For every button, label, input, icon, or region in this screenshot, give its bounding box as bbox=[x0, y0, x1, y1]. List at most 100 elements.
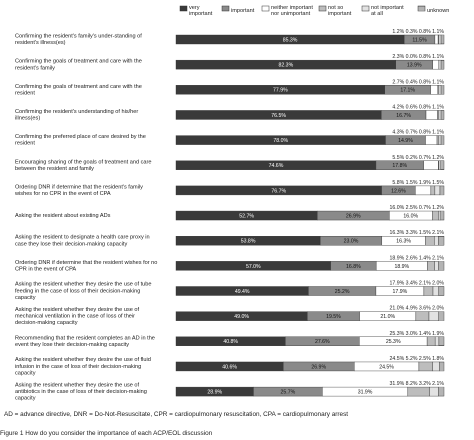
bar-segment bbox=[438, 235, 445, 246]
bar-segment bbox=[438, 261, 445, 271]
bar-segment bbox=[438, 311, 445, 321]
bar-segment bbox=[440, 34, 445, 45]
bar-segment bbox=[437, 110, 440, 120]
category-label: resident's family bbox=[15, 65, 55, 71]
category-label: CPR in the event of CPA bbox=[15, 266, 76, 272]
legend-label-4: not important bbox=[371, 5, 404, 11]
bar-segment bbox=[438, 286, 445, 296]
bar-value-label: 23.0% bbox=[344, 239, 359, 245]
bar-value-label: 18.9% bbox=[394, 264, 409, 270]
bar-value-label: 16.7% bbox=[396, 113, 411, 119]
category-label: wishes for no CPR in the event of CPA bbox=[14, 191, 111, 197]
figure-caption: Figure 1 How do you consider the importa… bbox=[0, 430, 213, 437]
category-label: Confirming the goals of treatment and ca… bbox=[15, 59, 142, 65]
legend-label-4: at all bbox=[371, 11, 383, 17]
category-label: Asking the resident whether they desire … bbox=[15, 357, 151, 363]
category-label: case they lose their decision-making cap… bbox=[15, 241, 127, 247]
legend-swatch-1 bbox=[221, 5, 230, 12]
chart-footnote: AD = advance directive, DNR = Do-Not-Res… bbox=[4, 411, 349, 418]
category-label: capacity bbox=[15, 396, 36, 402]
category-label: illness(es) bbox=[15, 116, 40, 122]
category-label: Confirming the preferred place of care d… bbox=[15, 134, 146, 140]
bar-value-label: 77.9% bbox=[273, 88, 288, 94]
bar-segment bbox=[425, 110, 438, 120]
bar-segment bbox=[415, 311, 430, 321]
minor-values-label: 31.9% 8.2% 3.2% 2.1% bbox=[389, 381, 444, 387]
bar-segment bbox=[434, 261, 439, 271]
bar-value-label: 21.0% bbox=[380, 314, 395, 320]
bar-segment bbox=[418, 361, 433, 372]
bar-segment bbox=[432, 59, 440, 70]
bar-value-label: 13.9% bbox=[407, 63, 422, 69]
bar-segment bbox=[440, 110, 445, 120]
bar-value-label: 76.5% bbox=[271, 113, 286, 119]
bar-segment bbox=[438, 59, 442, 70]
category-label: capacity bbox=[15, 370, 36, 376]
minor-values-label: 18.9% 2.6% 1.4% 2.1% bbox=[389, 255, 444, 261]
bar-segment bbox=[438, 210, 441, 221]
legend-swatch-5 bbox=[417, 5, 426, 12]
bar-segment bbox=[434, 34, 439, 45]
bar-segment bbox=[434, 185, 441, 196]
bar-value-label: 17.9% bbox=[393, 289, 408, 295]
category-label: Asking the resident about existing ADs bbox=[15, 213, 111, 219]
bar-value-label: 82.3% bbox=[278, 63, 293, 69]
category-label: Confirming the resident's understanding … bbox=[15, 109, 138, 115]
category-label: between the resident and family bbox=[15, 166, 94, 172]
bar-value-label: 17.1% bbox=[400, 88, 415, 94]
category-label: antibiotics in the case of loss of their… bbox=[15, 389, 147, 395]
bar-value-label: 24.5% bbox=[379, 364, 394, 370]
bar-segment bbox=[438, 110, 442, 120]
bar-segment bbox=[438, 34, 442, 45]
bar-value-label: 49.4% bbox=[235, 289, 250, 295]
bar-value-label: 14.9% bbox=[398, 138, 413, 144]
category-label: resident bbox=[15, 141, 35, 147]
minor-values-label: 21.0% 4.9% 3.6% 2.0% bbox=[389, 306, 444, 312]
bar-segment bbox=[434, 336, 440, 346]
bar-segment bbox=[440, 210, 445, 221]
category-label: resident bbox=[15, 90, 35, 96]
category-label: Ordering DNR if determine that the resid… bbox=[15, 260, 157, 266]
bar-value-label: 49.0% bbox=[234, 314, 249, 320]
bar-segment bbox=[438, 135, 442, 145]
bar-value-label: 16.0% bbox=[403, 213, 418, 219]
category-label: Asking the resident to designate a healt… bbox=[15, 235, 150, 241]
minor-values-label: 2.3% 0.0% 0.8% 1.1% bbox=[392, 54, 444, 60]
bar-segment bbox=[423, 160, 439, 170]
category-label: capacity bbox=[15, 295, 36, 301]
bar-segment bbox=[423, 286, 434, 296]
minor-values-label: 24.5% 5.2% 2.5% 1.8% bbox=[389, 356, 444, 362]
bar-value-label: 40.6% bbox=[222, 364, 237, 370]
bar-segment bbox=[440, 59, 445, 70]
category-label: infusion in the case of loss of their de… bbox=[15, 364, 141, 370]
bar-segment bbox=[415, 185, 432, 196]
bar-value-label: 57.0% bbox=[246, 264, 261, 270]
legend-swatch-0 bbox=[179, 5, 188, 12]
bar-segment bbox=[438, 85, 442, 95]
bar-segment bbox=[407, 386, 430, 397]
minor-values-label: 4.2% 0.6% 0.8% 1.1% bbox=[392, 104, 444, 110]
bar-segment bbox=[426, 336, 436, 346]
bar-segment bbox=[439, 361, 445, 372]
bar-value-label: 26.9% bbox=[311, 364, 326, 370]
bar-value-label: 31.9% bbox=[358, 390, 373, 396]
bar-value-label: 19.5% bbox=[326, 314, 341, 320]
bar-value-label: 16.3% bbox=[396, 239, 411, 245]
category-label: Asking the resident whether they desire … bbox=[15, 382, 140, 388]
bar-segment bbox=[438, 386, 445, 397]
bar-value-label: 40.8% bbox=[223, 339, 238, 345]
bar-segment bbox=[440, 160, 445, 170]
bar-segment bbox=[439, 185, 445, 196]
bar-segment bbox=[438, 336, 445, 346]
bar-segment bbox=[428, 311, 439, 321]
bar-segment bbox=[427, 261, 435, 271]
bar-value-label: 12.6% bbox=[391, 188, 406, 194]
bar-segment bbox=[425, 135, 438, 145]
bar-segment bbox=[432, 286, 439, 296]
legend-label-3: important bbox=[328, 11, 352, 17]
minor-values-label: 25.3% 3.0% 1.4% 1.9% bbox=[389, 331, 444, 337]
minor-values-label: 1.2% 0.3% 0.8% 1.1% bbox=[392, 29, 444, 35]
minor-values-label: 2.7% 0.4% 0.8% 1.1% bbox=[392, 79, 444, 85]
minor-values-label: 16.0% 2.5% 0.7% 1.2% bbox=[389, 205, 444, 211]
bar-value-label: 85.3% bbox=[283, 37, 298, 43]
